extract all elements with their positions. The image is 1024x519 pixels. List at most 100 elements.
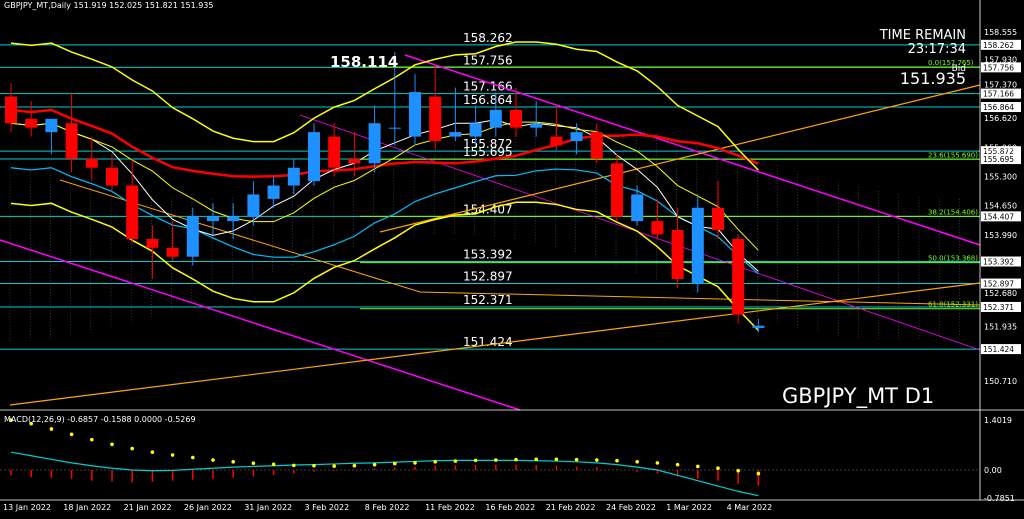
macd-signal-dot: [29, 421, 33, 426]
candle-body: [631, 194, 644, 222]
level-price-tag: [981, 62, 1021, 73]
candle-body: [106, 167, 118, 186]
candle-body: [45, 118, 58, 133]
fib-label: 38.2(154.406): [928, 208, 978, 216]
candle-body: [146, 238, 159, 248]
ma-fast-line: [10, 119, 759, 272]
level-price-tag-text: 155.695: [983, 155, 1014, 164]
macd-signal-dot: [413, 461, 417, 465]
candle-body: [469, 123, 482, 137]
candle-body: [25, 118, 38, 128]
macd-signal-dot: [211, 458, 215, 462]
level-label: 152.897: [463, 270, 513, 284]
symbol-info-text: GBPJPY_MT,Daily 151.919 152.025 151.821 …: [4, 1, 213, 10]
price-tick-label: 155.300: [984, 173, 1017, 182]
candle-body: [328, 136, 341, 168]
macd-signal-dot: [615, 458, 619, 463]
macd-signal-dot: [514, 457, 518, 462]
macd-signal-dot: [534, 457, 538, 462]
candle-body: [510, 109, 522, 128]
macd-signal-dot: [271, 462, 276, 467]
candle-body: [308, 132, 320, 182]
date-tick-label: 16 Feb 2022: [485, 503, 535, 512]
macd-signal-dot: [554, 457, 559, 462]
time-remain-value: 23:17:34: [908, 42, 966, 57]
symbol-watermark: GBPJPY_MT D1: [782, 384, 934, 409]
macd-signal-dot: [332, 464, 337, 468]
level-price-tag-text: 152.897: [983, 280, 1014, 289]
fib-label: 0.0(157.765): [928, 59, 974, 67]
level-price-tag: [981, 88, 1021, 99]
macd-signal-dot: [312, 463, 316, 468]
macd-tick-label: 1.4019: [984, 416, 1012, 425]
date-tick-label: 18 Jan 2022: [63, 503, 111, 512]
level-price-tag: [981, 344, 1021, 355]
date-tick-label: 26 Jan 2022: [184, 503, 232, 512]
level-price-tag: [981, 301, 1021, 312]
macd-signal-dot: [292, 463, 296, 468]
date-tick-label: 3 Feb 2022: [305, 503, 350, 512]
price-axis: 158.555 157.930 157.370 156.620 155.960 155.3…: [979, 0, 1017, 500]
price-tick-label: 150.710: [984, 377, 1017, 386]
macd-line: [10, 451, 759, 497]
bid-label: Bid: [952, 64, 966, 74]
macd-signal-dot: [494, 458, 498, 462]
macd-signal-dot: [393, 461, 397, 466]
macd-tick-label: 0.00: [984, 466, 1002, 475]
level-label: 151.424: [463, 335, 513, 349]
bid-value: 151.935: [900, 69, 966, 88]
macd-signal-dot: [635, 459, 639, 464]
macd-signal-dot: [675, 462, 680, 467]
level-price-tag: [981, 256, 1021, 267]
candle-body: [530, 123, 543, 128]
price-tick-label: 156.620: [984, 114, 1017, 123]
level-price-tag-text: 152.371: [983, 303, 1014, 312]
candle-body: [368, 123, 381, 164]
macd-signal-dot: [716, 466, 720, 471]
candle-body: [227, 216, 240, 222]
ma-slow-line: [10, 108, 759, 178]
bollinger-lower: [10, 201, 759, 331]
macd-signal-dot: [352, 463, 357, 468]
date-tick-label: 13 Jan 2022: [3, 503, 51, 512]
candle-body: [348, 158, 361, 164]
macd-signal-dot: [251, 461, 256, 466]
macd-signal-dot: [655, 461, 660, 465]
candle-body: [186, 216, 199, 257]
macd-signal-dot: [150, 450, 155, 454]
macd-panel: 1.4019 0.00 -0.7851: [0, 409, 1024, 503]
uptrend-line-2: [379, 84, 981, 233]
fib-label: 23.6(155.690): [928, 151, 978, 159]
candle-body: [166, 247, 179, 257]
price-tick-label: 157.930: [984, 56, 1017, 65]
candle-body: [85, 158, 98, 168]
price-tick-label: 153.990: [984, 231, 1017, 240]
level-price-tag: [981, 39, 1021, 50]
level-label: 156.864: [463, 93, 513, 107]
candle-body: [651, 221, 664, 235]
level-price-tag: [981, 102, 1021, 113]
candle-body: [550, 136, 563, 146]
candle-body: [65, 123, 78, 159]
macd-signal-dot: [130, 446, 134, 451]
candle-body: [570, 132, 583, 142]
macd-signal-dot: [372, 462, 377, 467]
candle-body: [429, 96, 442, 142]
price-tick-label: 155.960: [984, 143, 1017, 152]
level-price-tag-text: 153.392: [983, 258, 1014, 267]
date-tick-label: 31 Jan 2022: [244, 503, 292, 512]
price-tick-label: 152.680: [984, 289, 1017, 298]
macd-signal-dot: [574, 457, 579, 462]
time-remain-label: TIME REMAIN: [879, 28, 966, 43]
macd-info-text: MACD(12,26,9) -0.6857 -0.1588 0.0000 -0.…: [4, 415, 196, 424]
level-label: 155.695: [463, 145, 513, 159]
level-label: 157.756: [463, 53, 513, 67]
macd-signal-dot: [473, 458, 478, 463]
candle-body: [712, 207, 724, 231]
candle-body: [267, 185, 280, 199]
macd-signal-dot: [756, 471, 761, 476]
level-price-tag-text: 158.262: [983, 41, 1014, 50]
